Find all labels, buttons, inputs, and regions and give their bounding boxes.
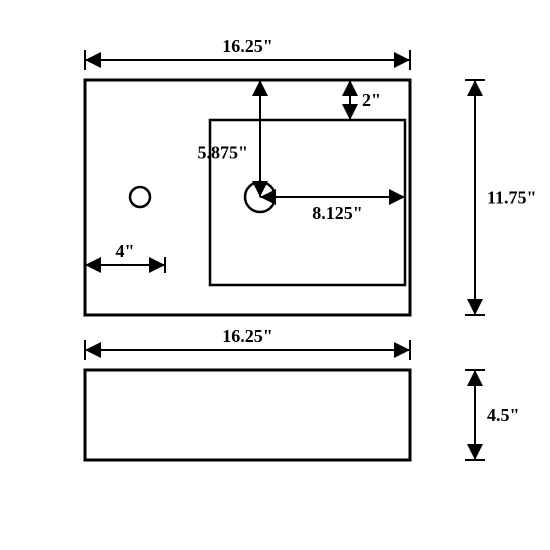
dim-drain-from-top: 5.875": [198, 143, 249, 163]
side-view-outline: [85, 370, 410, 460]
dim-side-height: 4.5": [487, 405, 520, 425]
dim-drain-to-right: 8.125": [312, 203, 363, 223]
dim-overall-width-top: 16.25": [222, 36, 273, 56]
dim-basin-top-offset: 2": [362, 90, 381, 110]
dim-overall-height: 11.75": [487, 188, 537, 208]
dim-faucet-from-left: 4": [116, 241, 135, 261]
faucet-hole: [130, 187, 150, 207]
dimension-diagram: 16.25" 11.75" 2" 5.875" 8.125" 4" 16.25" 4.5": [0, 0, 550, 550]
dim-overall-width-side: 16.25": [222, 326, 273, 346]
